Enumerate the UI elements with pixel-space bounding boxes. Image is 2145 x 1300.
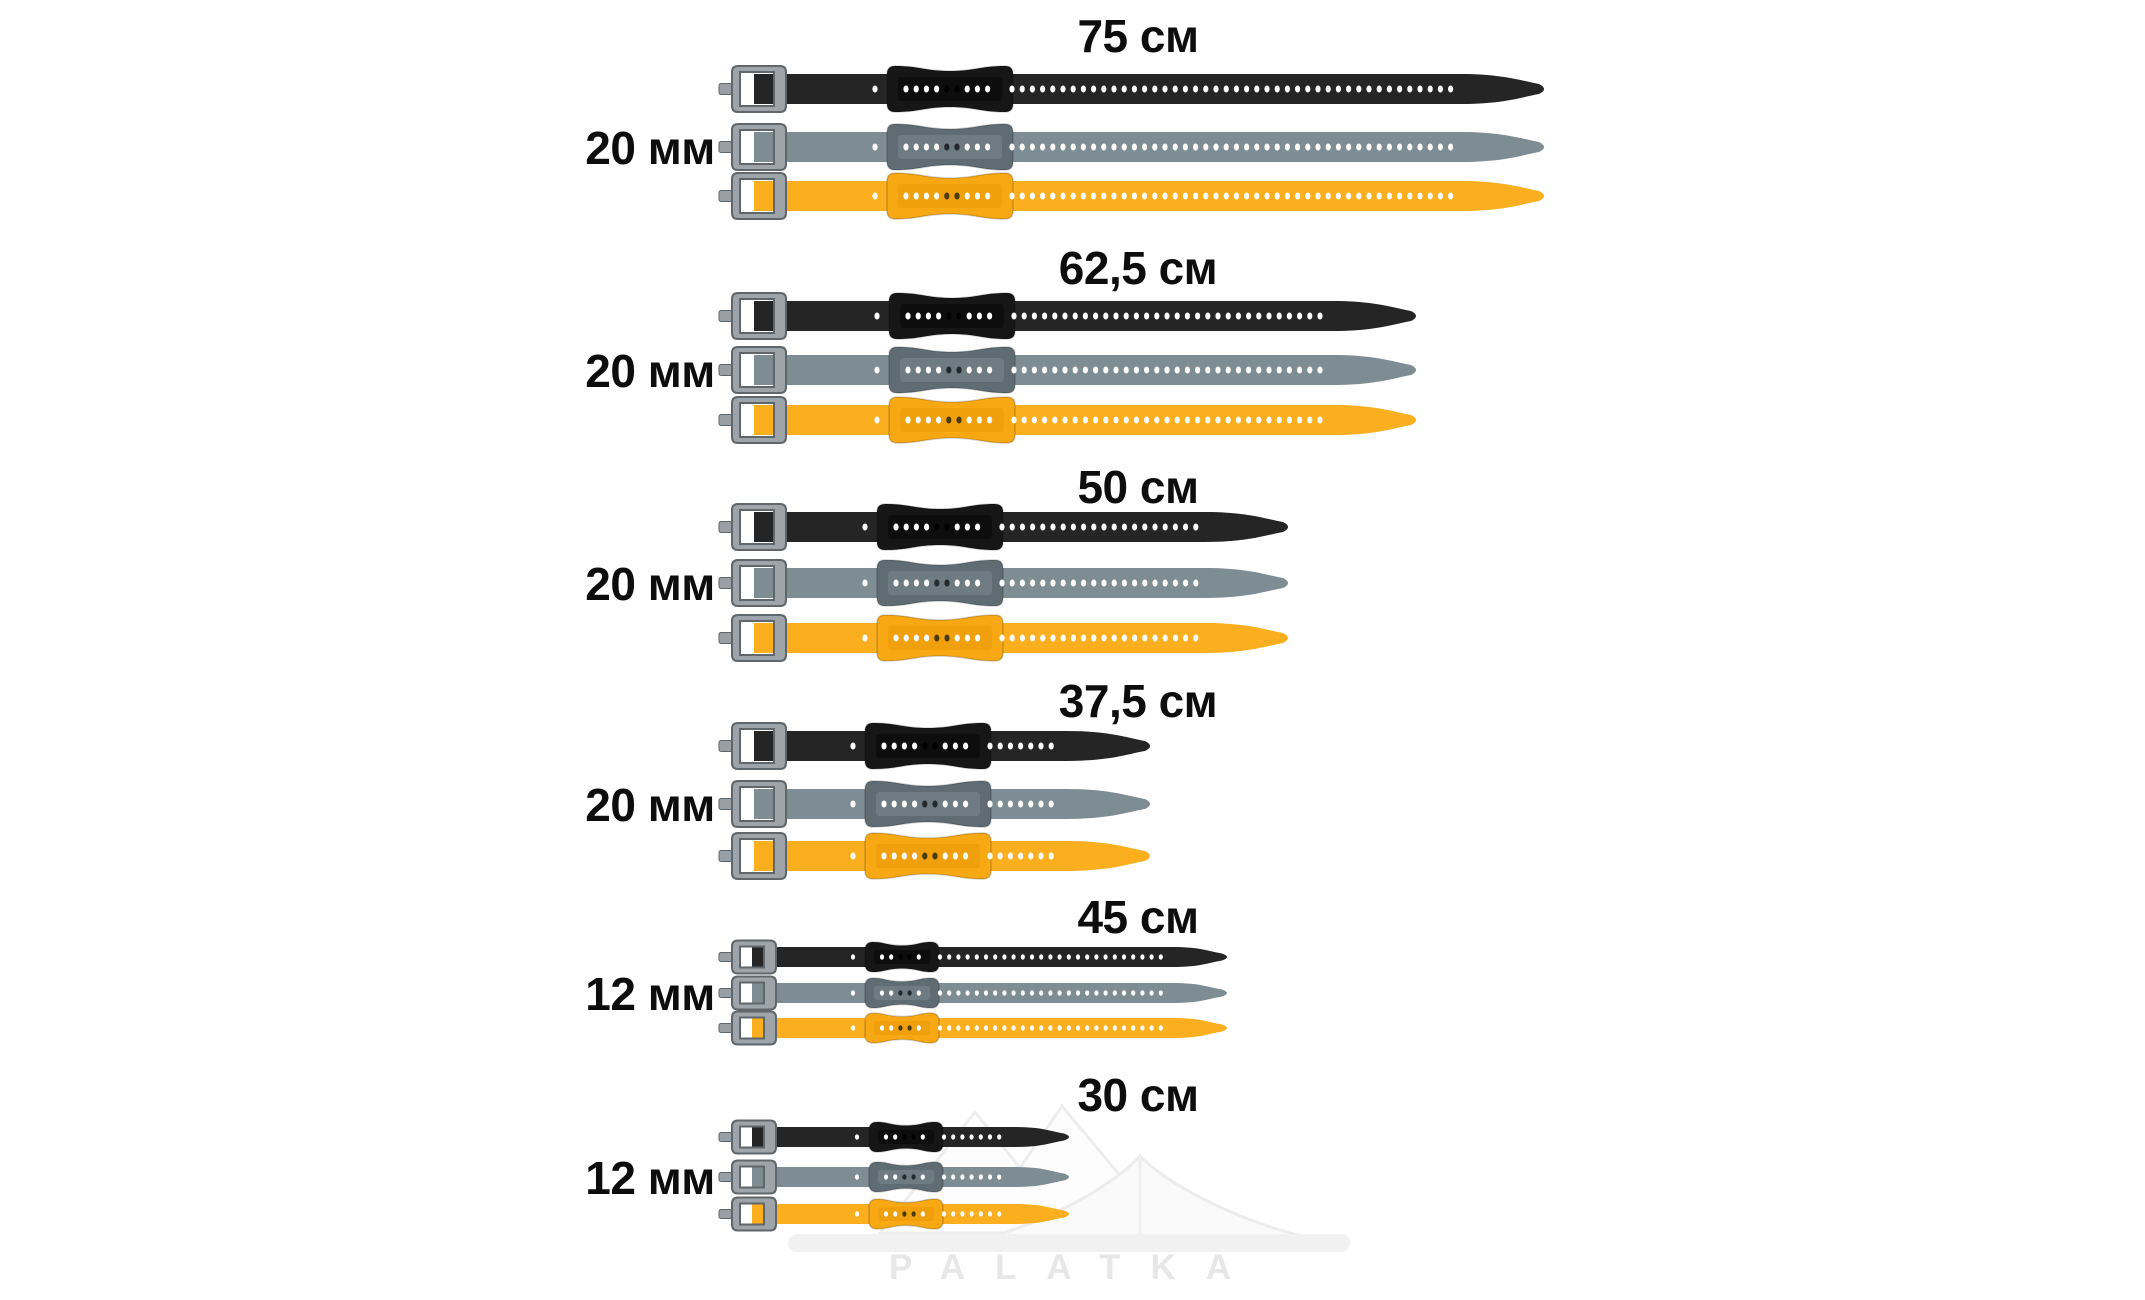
strap-yellow-37.5cm [718,832,1150,880]
strap-yellow-45cm [718,1010,1227,1046]
strap-group-75cm [718,65,1544,220]
buckle [718,396,787,444]
strap-yellow-62.5cm [718,396,1416,444]
watermark-ground [788,1234,1350,1252]
strap-black-62.5cm [718,292,1416,340]
length-label-45cm: 45 см [1077,891,1199,943]
length-label-75cm: 75 см [1077,10,1199,62]
buckle [718,1119,777,1155]
buckle [718,614,787,662]
strap-gray-75cm [718,123,1544,171]
buckle [718,722,787,770]
length-label-30cm: 30 см [1077,1069,1199,1121]
width-label-12mm-group5: 12 мм [585,968,715,1020]
width-label-20mm-group2: 20 мм [585,345,715,397]
buckle [718,65,787,113]
strap-group-45cm [718,939,1227,1046]
strap-black-50cm [718,503,1288,551]
strap-gray-37.5cm [718,780,1150,828]
buckle [718,292,787,340]
buckle [718,123,787,171]
width-label-12mm-group6: 12 мм [585,1152,715,1204]
buckle [718,975,777,1011]
strap-gray-50cm [718,559,1288,607]
length-label-50cm: 50 см [1077,461,1199,513]
strap-gray-30cm [718,1159,1069,1195]
buckle [718,1159,777,1195]
buckle [718,503,787,551]
width-label-20mm-group3: 20 мм [585,558,715,610]
strap-group-30cm [718,1119,1069,1232]
strap-group-37.5cm [718,722,1150,880]
strap-group-62.5cm [718,292,1416,444]
strap-gray-62.5cm [718,346,1416,394]
buckle [718,939,777,975]
buckle [718,172,787,220]
strap-black-45cm [718,939,1227,975]
width-label-20mm-group1: 20 мм [585,122,715,174]
strap-group-50cm [718,503,1288,662]
strap-black-30cm [718,1119,1069,1155]
buckle [718,1196,777,1232]
strap-gray-45cm [718,975,1227,1011]
strap-black-37.5cm [718,722,1150,770]
watermark-text: PALATKA [888,1248,1262,1287]
strap-black-75cm [718,65,1544,113]
buckle [718,346,787,394]
width-label-20mm-group4: 20 мм [585,779,715,831]
strap-yellow-50cm [718,614,1288,662]
strap-yellow-75cm [718,172,1544,220]
length-label-62.5cm: 62,5 см [1058,242,1218,294]
buckle [718,1010,777,1046]
buckle [718,832,787,880]
buckle [718,559,787,607]
strap-yellow-30cm [718,1196,1069,1232]
buckle [718,780,787,828]
length-label-37.5cm: 37,5 см [1058,675,1218,727]
